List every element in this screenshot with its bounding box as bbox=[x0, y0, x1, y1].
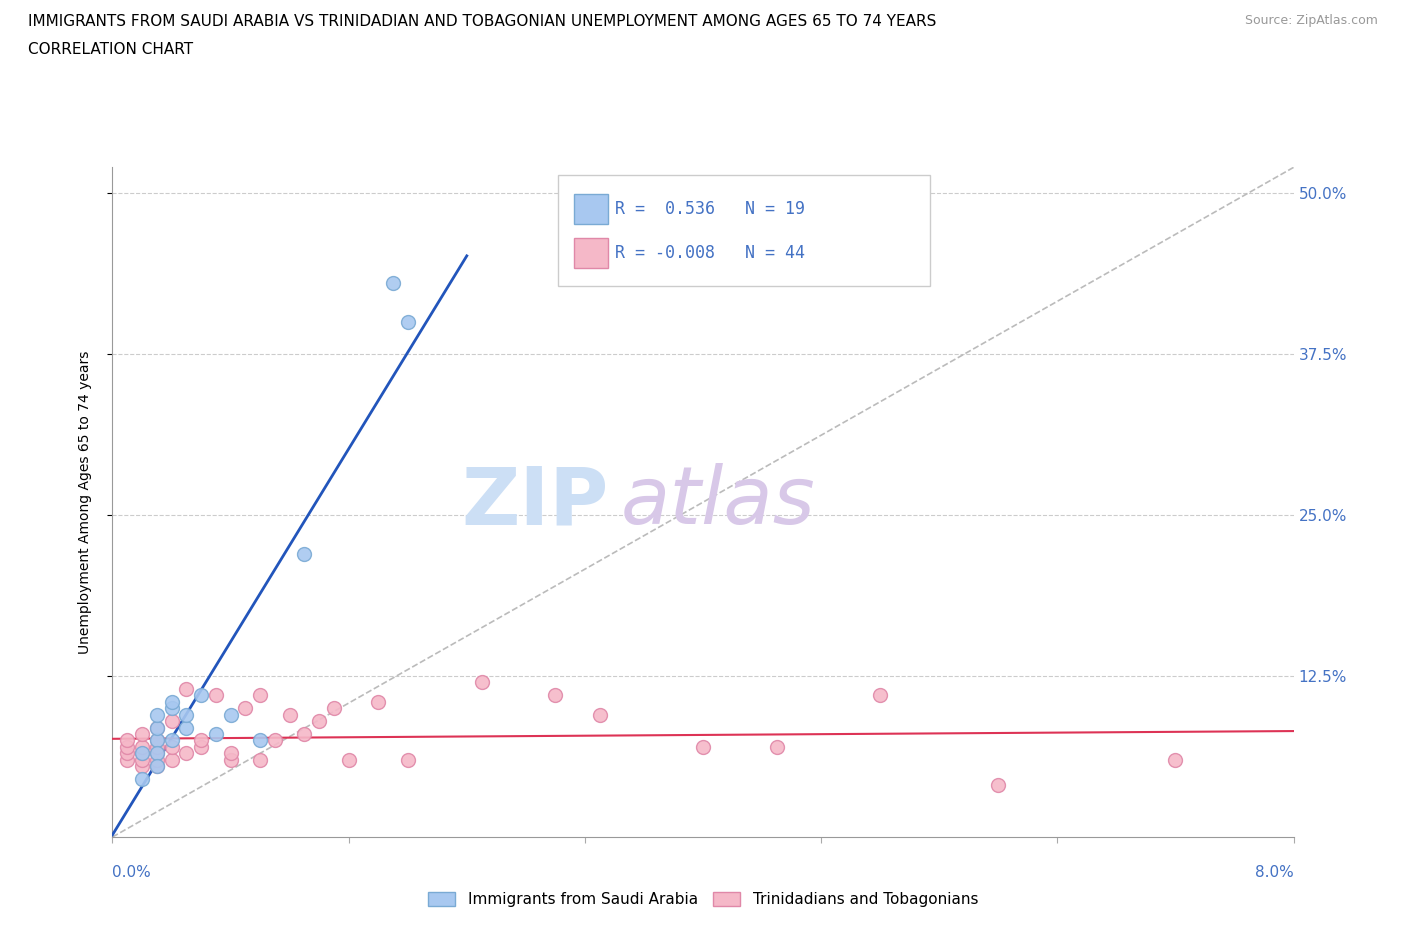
Point bbox=[131, 759, 153, 774]
Text: R = -0.008   N = 44: R = -0.008 N = 44 bbox=[614, 244, 804, 262]
Point bbox=[190, 688, 212, 703]
Point bbox=[367, 695, 389, 710]
Point bbox=[146, 739, 169, 754]
Point bbox=[117, 752, 138, 767]
Point bbox=[544, 688, 567, 703]
Point bbox=[131, 739, 153, 754]
Point bbox=[131, 752, 153, 767]
Point bbox=[292, 726, 315, 741]
Point bbox=[308, 713, 330, 728]
Point bbox=[146, 707, 169, 722]
Point bbox=[987, 778, 1010, 793]
Point bbox=[765, 739, 787, 754]
Point bbox=[131, 772, 153, 787]
Text: ZIP: ZIP bbox=[461, 463, 609, 541]
Point bbox=[160, 739, 183, 754]
Point bbox=[146, 720, 169, 735]
Text: CORRELATION CHART: CORRELATION CHART bbox=[28, 42, 193, 57]
Point bbox=[205, 688, 228, 703]
Point bbox=[249, 688, 271, 703]
Point bbox=[131, 746, 153, 761]
Point bbox=[692, 739, 714, 754]
Point bbox=[160, 752, 183, 767]
Text: 0.0%: 0.0% bbox=[112, 865, 152, 880]
Point bbox=[382, 276, 405, 291]
Point bbox=[146, 752, 169, 767]
Point bbox=[219, 707, 242, 722]
Point bbox=[323, 701, 346, 716]
Point bbox=[292, 546, 315, 561]
Point bbox=[233, 701, 256, 716]
Point bbox=[146, 720, 169, 735]
Point bbox=[117, 739, 138, 754]
Point bbox=[264, 733, 287, 748]
Point bbox=[146, 746, 169, 761]
Point bbox=[160, 695, 183, 710]
Point bbox=[160, 713, 183, 728]
Point bbox=[146, 733, 169, 748]
Text: atlas: atlas bbox=[620, 463, 815, 541]
Point bbox=[160, 701, 183, 716]
Point bbox=[146, 759, 169, 774]
Point bbox=[190, 733, 212, 748]
Point bbox=[174, 707, 197, 722]
Point bbox=[471, 675, 494, 690]
Text: R =  0.536   N = 19: R = 0.536 N = 19 bbox=[614, 200, 804, 219]
Point bbox=[396, 314, 419, 329]
Point bbox=[174, 720, 197, 735]
Text: IMMIGRANTS FROM SAUDI ARABIA VS TRINIDADIAN AND TOBAGONIAN UNEMPLOYMENT AMONG AG: IMMIGRANTS FROM SAUDI ARABIA VS TRINIDAD… bbox=[28, 14, 936, 29]
Text: 8.0%: 8.0% bbox=[1254, 865, 1294, 880]
Point bbox=[146, 759, 169, 774]
Point bbox=[146, 733, 169, 748]
Point bbox=[249, 752, 271, 767]
Point bbox=[396, 752, 419, 767]
Point bbox=[337, 752, 360, 767]
Point bbox=[219, 746, 242, 761]
Legend: Immigrants from Saudi Arabia, Trinidadians and Tobagonians: Immigrants from Saudi Arabia, Trinidadia… bbox=[422, 885, 984, 913]
Point bbox=[131, 726, 153, 741]
Point bbox=[1164, 752, 1187, 767]
Text: Source: ZipAtlas.com: Source: ZipAtlas.com bbox=[1244, 14, 1378, 27]
Point bbox=[146, 746, 169, 761]
Point bbox=[174, 746, 197, 761]
Point bbox=[160, 733, 183, 748]
Point bbox=[588, 707, 610, 722]
Point bbox=[219, 752, 242, 767]
Point bbox=[117, 733, 138, 748]
Point bbox=[174, 682, 197, 697]
Point bbox=[869, 688, 891, 703]
Point bbox=[117, 746, 138, 761]
Point bbox=[190, 739, 212, 754]
Point bbox=[205, 726, 228, 741]
Point bbox=[249, 733, 271, 748]
Y-axis label: Unemployment Among Ages 65 to 74 years: Unemployment Among Ages 65 to 74 years bbox=[77, 351, 91, 654]
Point bbox=[131, 746, 153, 761]
Point bbox=[278, 707, 301, 722]
